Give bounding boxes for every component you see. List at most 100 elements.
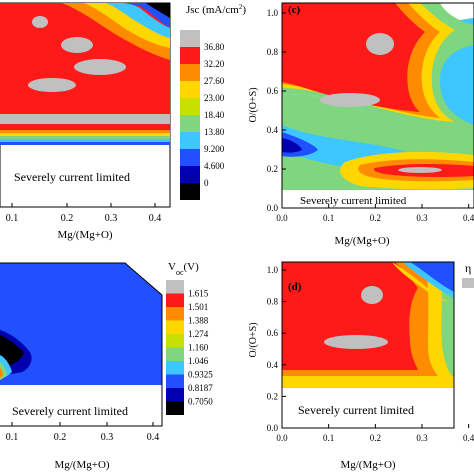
panel-a-green-stripe: [0, 136, 170, 139]
panel-c-annotation: Severely current limited: [300, 195, 407, 207]
panel-b-black-region: [0, 335, 24, 368]
panel-b-colorbar-tick-label: 1.160: [188, 343, 209, 353]
panel-a-colorbar-tick-label: 9.200: [204, 144, 225, 154]
panel-b-border: [0, 262, 163, 427]
panel-d-x-tick-label: 0.1: [323, 433, 334, 443]
panel-d-yellow-streak: [392, 262, 448, 302]
panel-a-annotation: Severely current limited: [14, 170, 130, 184]
panel-d-label: (d): [288, 281, 302, 293]
panel-a-cyan-stripe: [0, 139, 170, 142]
panel-a-colorbar-tick-label: 32.20: [204, 59, 225, 69]
panel-b-colorbar-swatch: [166, 374, 184, 388]
panel-b-x-tick-label: 0.1: [6, 432, 19, 443]
panel-a-cyan-band: [106, 3, 170, 38]
panel-d-x-tick-label: 0.0: [276, 433, 288, 443]
panel-a-gray-stripe: [0, 114, 170, 124]
panel-c: (c) Severely current limited 0.0 0.1 0.2 0.…: [248, 2, 474, 247]
panel-b-x-tick-label: 0.2: [54, 432, 67, 443]
panel-c-label: (c): [288, 4, 301, 16]
panel-a-x-tick-label: 0.4: [149, 213, 162, 224]
panel-d-x-tick-label: 0.4: [463, 433, 474, 443]
panel-d-y-tick-label: 0.2: [267, 391, 278, 401]
panel-d-gray-island: [324, 335, 388, 349]
panel-a-colorbar-swatch: [180, 64, 200, 81]
panel-c-y-tick-label: 0.0: [267, 203, 279, 213]
panel-b-colorbar-swatch: [166, 388, 184, 402]
panel-c-white-band: [282, 190, 474, 208]
panel-b-blue-region: [0, 263, 162, 385]
panel-a-colorbar-tick-label: 0: [204, 178, 209, 188]
panel-b-colorbar-tick-label: 1.046: [188, 356, 209, 366]
panel-d-x-axis-label: Mg/(Mg+O): [340, 459, 395, 471]
panel-a-colorbar-tick-label: 13.80: [204, 127, 225, 137]
panel-d-gray-island: [361, 286, 383, 304]
panel-d-y-tick-label: 0.8: [267, 297, 279, 307]
panel-d: (d) Severely current limited 0.0 0.1 0.2 0.…: [248, 261, 474, 471]
panel-b-annotation: Severely current limited: [12, 404, 128, 418]
panel-c-x-tick-label: 0.3: [416, 213, 428, 223]
panel-c-y-tick-label: 0.4: [267, 125, 279, 135]
panel-a-x-tick-label: 0.2: [61, 213, 74, 224]
panel-a-gray-island: [61, 37, 93, 53]
panel-d-colorbar-title: η: [465, 261, 471, 275]
panel-d-y-tick-label: 1.0: [267, 265, 279, 275]
panel-a: Severely current limited 0.1 0.2 0.3 0.4…: [0, 2, 171, 241]
panel-a-gray-island: [74, 59, 126, 75]
panel-d-x-tick-label: 0.2: [370, 433, 381, 443]
panel-b-colorbar-swatch: [166, 307, 184, 321]
panel-b-colorbar-swatch: [166, 320, 184, 334]
panel-a-blue-stripe: [0, 142, 170, 145]
panel-a-colorbar-tick-label: 23.00: [204, 93, 225, 103]
panel-b-colorbar-tick-label: 1.615: [188, 289, 209, 299]
panel-d-x-tick-label: 0.3: [416, 433, 428, 443]
panel-d-white-band: [282, 388, 454, 428]
panel-b-colorbar-tick-label: 0.8187: [188, 383, 213, 393]
panel-c-y-axis-label: O/(O+S): [248, 87, 259, 122]
panel-d-border: [281, 261, 455, 429]
panel-c-y-tick-label: 0.6: [267, 86, 279, 96]
panel-c-x-tick-label: 0.2: [370, 213, 381, 223]
panel-b-x-tick-label: 0.4: [147, 432, 160, 443]
panel-a-x-axis-label: Mg/(Mg+O): [57, 229, 112, 241]
panel-b-colorbar-swatch: [166, 280, 184, 294]
panel-b-colorbar-title: Voc(V): [168, 261, 199, 277]
panel-a-x-ticks: 0.1 0.2 0.3 0.4: [6, 203, 162, 224]
panel-d-y-tick-label: 0.4: [267, 360, 279, 370]
panel-a-colorbar-swatch: [180, 30, 200, 47]
panel-a-colorbar-swatch: [180, 98, 200, 115]
panel-b-colorbar-tick-label: 1.274: [188, 329, 209, 339]
panel-c-x-tick-label: 0.1: [323, 213, 334, 223]
panel-a-colorbar-swatch: [180, 183, 200, 200]
panel-a-x-tick-label: 0.3: [105, 213, 118, 224]
panel-a-colorbar-swatch: [180, 47, 200, 64]
panel-a-colorbar-tick-label: 18.40: [204, 110, 225, 120]
panel-a-yellow-stripe: [0, 133, 170, 136]
panel-d-blue-corner: [410, 262, 454, 292]
panel-b: Severely current limited 0.1 0.2 0.3 0.4…: [0, 262, 163, 471]
panel-c-y-tick-label: 0.8: [267, 47, 279, 57]
panel-a-colorbar: Jsc (mA/cm2) 36.80 32.20 27.60 23.00 18.40 13…: [180, 3, 246, 200]
panel-b-colorbar-swatch: [166, 334, 184, 348]
panel-c-x-tick-label: 0.0: [276, 213, 288, 223]
panel-b-colorbar-tick-label: 0.9325: [188, 370, 213, 380]
panel-b-white-band: [0, 385, 162, 426]
panel-b-colorbar-swatch: [166, 293, 184, 307]
panel-c-y-tick-label: 0.2: [267, 164, 278, 174]
panel-a-orange-band: [62, 3, 170, 60]
panel-a-orange-stripe: [0, 130, 170, 133]
panel-a-x-tick-label: 0.1: [6, 213, 19, 224]
panel-a-black-region: [138, 3, 170, 18]
panel-d-y-tick-label: 0.6: [267, 328, 279, 338]
panel-c-red-region: [282, 3, 425, 112]
panel-b-colorbar-swatch: [166, 361, 184, 375]
panel-a-gray-island: [28, 78, 76, 92]
panel-c-y-tick-label: 1.0: [267, 8, 279, 18]
panel-a-colorbar-swatch: [180, 132, 200, 149]
panel-c-x-tick-label: 0.4: [463, 213, 474, 223]
panel-a-colorbar-tick-label: 36.80: [204, 42, 225, 52]
panel-a-colorbar-swatch: [180, 81, 200, 98]
panel-d-y-axis-label: O/(O+S): [248, 322, 259, 357]
panel-a-gray-island: [32, 16, 48, 28]
panel-a-colorbar-swatch: [180, 115, 200, 132]
